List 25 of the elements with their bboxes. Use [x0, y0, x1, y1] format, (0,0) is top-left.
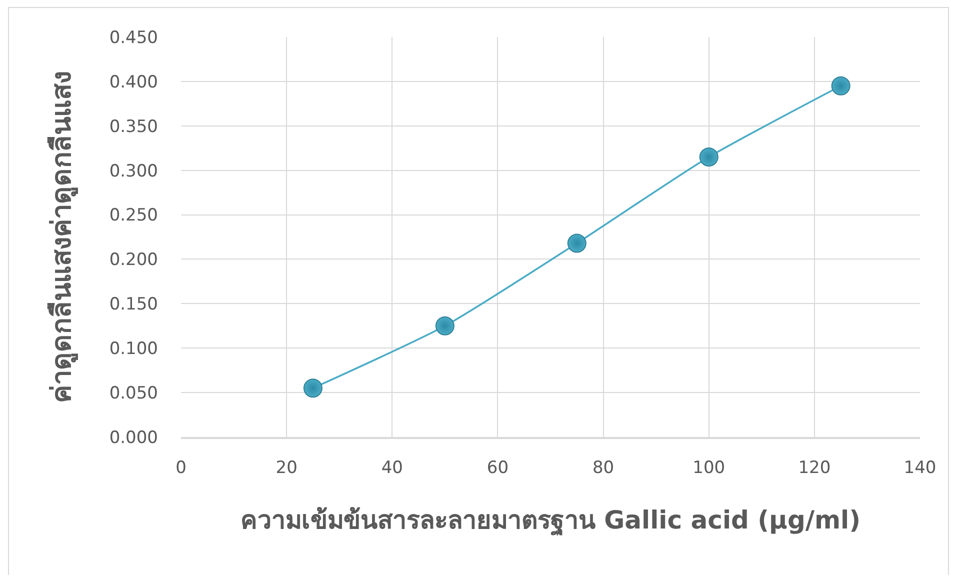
y-tick-label: 0.400: [109, 72, 158, 92]
point: [435, 316, 454, 336]
y-tick-label: 0.350: [109, 116, 158, 137]
x-tick-label: 140: [904, 458, 936, 478]
y-tick-label: 0.250: [109, 206, 158, 226]
x-tick-label: 60: [486, 458, 509, 478]
x-tick-label: 0: [176, 458, 186, 478]
y-tick-label: 0.000: [109, 428, 158, 448]
y-axis-title: ค่าดูดกลืนแสงค่าดูดกลืนแสง: [46, 71, 78, 403]
x-tick-label: 80: [592, 458, 614, 478]
point: [567, 234, 586, 253]
x-tick-label: 120: [798, 458, 831, 478]
x-tick-label: 40: [381, 458, 403, 478]
x-axis-title: ความเข้มข้นสารละลายมาตรฐาน Gallic acid (µg/ml): [240, 506, 861, 537]
point: [699, 148, 718, 166]
point: [303, 378, 322, 398]
y-tick-label: 0.150: [109, 294, 158, 315]
x-tick-label: 20: [276, 458, 298, 478]
y-tick-label: 0.200: [109, 250, 158, 270]
y-tick-label: 0.300: [109, 161, 158, 182]
y-tick-label: 0.050: [109, 384, 158, 404]
x-tick-label: 100: [692, 458, 726, 478]
point: [831, 76, 850, 96]
y-tick-label: 0.100: [109, 339, 158, 360]
y-tick-label: 0.450: [109, 28, 158, 48]
